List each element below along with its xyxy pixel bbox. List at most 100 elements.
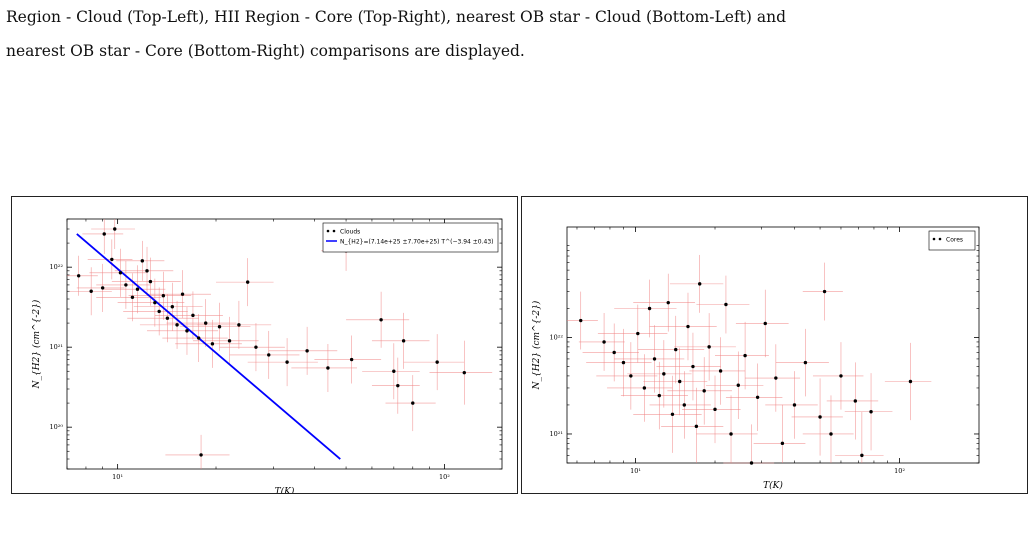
data-point — [822, 289, 827, 294]
data-point — [666, 300, 670, 305]
data-point — [694, 424, 699, 429]
data-point — [678, 379, 682, 384]
data-point — [736, 383, 740, 387]
data-point — [729, 432, 733, 436]
data-point — [829, 432, 833, 436]
data-point — [839, 374, 843, 378]
data-point — [612, 350, 616, 355]
x-tick-label: 10² — [894, 467, 905, 475]
data-point — [102, 232, 106, 236]
data-point — [662, 372, 666, 376]
data-point — [227, 339, 232, 343]
legend-label: N_{H2}=(7.14e+25 ±7.70e+25) T^(−3.94 ±0.… — [340, 238, 493, 245]
clouds-chart-panel: 10¹ 10² 10²⁰ 10²¹ 10²² T(K) N_{H2} (cm^{-2}) Cl… — [11, 196, 518, 494]
data-point — [379, 318, 383, 322]
data-point — [686, 324, 690, 329]
data-point — [647, 306, 652, 311]
data-point — [780, 441, 785, 446]
plot-frame — [566, 226, 980, 464]
data-point — [118, 271, 123, 275]
data-point — [76, 274, 81, 278]
data-point — [153, 300, 157, 305]
data-points — [76, 227, 466, 457]
data-point — [145, 269, 149, 273]
data-point — [148, 279, 153, 284]
data-point — [196, 336, 201, 340]
x-tick-label: 10¹ — [630, 467, 641, 475]
data-point — [199, 453, 203, 457]
data-point — [657, 393, 661, 398]
legend-marker — [932, 237, 936, 241]
figure-caption: Region - Cloud (Top-Left), HII Region - … — [6, 0, 1028, 68]
y-tick-label: 10²² — [550, 334, 564, 342]
data-point — [763, 321, 767, 326]
data-point — [652, 357, 657, 361]
data-point — [401, 339, 406, 343]
data-point — [792, 403, 797, 407]
legend-marker — [938, 237, 942, 241]
data-point — [869, 410, 873, 414]
legend-box — [322, 222, 499, 253]
cores-scatter-plot: 10¹ 10² 10²¹ 10²² T(K) N_{H2} (cm^{-2}) Cores — [531, 226, 980, 491]
legend-label: Clouds — [340, 228, 360, 235]
data-point — [682, 403, 686, 407]
plot-frame — [66, 218, 503, 470]
data-point — [724, 302, 728, 307]
fit-line — [76, 233, 341, 460]
data-point — [713, 407, 717, 412]
data-point — [803, 360, 808, 365]
data-point — [621, 360, 626, 365]
data-point — [642, 386, 647, 390]
data-point — [217, 325, 222, 329]
data-point — [674, 347, 678, 352]
data-point — [691, 364, 695, 369]
data-point — [698, 282, 702, 286]
data-point — [191, 313, 195, 318]
caption-line-1: Region - Cloud (Top-Left), HII Region - … — [6, 8, 787, 26]
cores-chart-panel: 10¹ 10² 10²¹ 10²² T(K) N_{H2} (cm^{-2}) Cores — [521, 196, 1028, 494]
x-axis-label: T(K) — [763, 480, 783, 491]
data-point — [908, 379, 913, 384]
data-point — [636, 331, 640, 336]
y-tick-label: 10²² — [50, 263, 64, 271]
data-point — [411, 401, 415, 405]
data-point — [237, 323, 241, 327]
data-point — [89, 289, 93, 293]
y-tick-label: 10²¹ — [550, 430, 564, 438]
data-point — [175, 323, 179, 327]
y-tick-label: 10²¹ — [50, 343, 64, 351]
data-point — [818, 415, 822, 419]
data-point — [707, 345, 711, 349]
data-point — [140, 259, 145, 263]
data-points — [579, 282, 913, 465]
data-point — [180, 292, 185, 296]
data-point — [774, 376, 778, 380]
data-point — [718, 369, 723, 373]
legend-marker — [326, 229, 330, 233]
data-point — [170, 305, 175, 309]
data-point — [110, 257, 114, 262]
legend: Clouds N_{H2}=(7.14e+25 ±7.70e+25) T^(−3.… — [322, 222, 499, 253]
data-point — [326, 366, 330, 370]
x-tick-label: 10² — [439, 473, 450, 481]
x-axis-label: T(K) — [275, 486, 295, 493]
data-point — [743, 353, 747, 358]
data-point — [702, 389, 706, 393]
data-point — [135, 287, 140, 291]
legend-box — [928, 230, 976, 251]
y-axis-label: N_{H2} (cm^{-2}) — [531, 300, 542, 390]
data-point — [267, 353, 271, 357]
data-point — [165, 316, 170, 320]
data-point — [124, 283, 128, 287]
data-point — [161, 293, 166, 298]
legend-label: Cores — [946, 236, 963, 243]
data-point — [435, 360, 439, 364]
data-point — [254, 345, 258, 349]
data-point — [100, 286, 105, 290]
error-bars — [567, 254, 932, 464]
data-point — [157, 309, 161, 314]
data-point — [396, 383, 400, 388]
data-point — [860, 453, 864, 458]
data-point — [204, 321, 208, 325]
error-bars — [67, 219, 493, 469]
